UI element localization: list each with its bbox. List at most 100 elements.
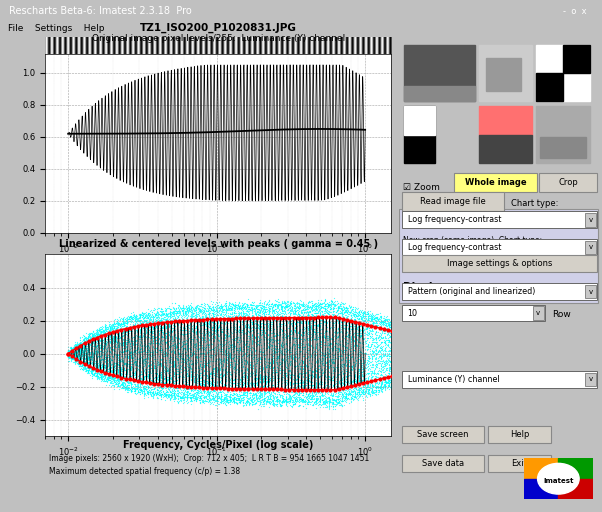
- Point: [384, 376, 394, 384]
- Point: [341, 339, 350, 348]
- Point: [124, 313, 134, 321]
- Point: [369, 314, 379, 323]
- Point: [375, 383, 385, 392]
- Point: [356, 326, 366, 334]
- Point: [98, 330, 107, 338]
- Point: [109, 333, 119, 341]
- Point: [214, 304, 223, 312]
- Point: [364, 344, 374, 352]
- Point: [330, 396, 340, 404]
- Point: [87, 333, 96, 342]
- Point: [70, 359, 79, 367]
- Point: [107, 324, 116, 332]
- Point: [75, 359, 85, 368]
- Point: [178, 370, 187, 378]
- Point: [267, 328, 276, 336]
- Point: [92, 330, 101, 338]
- Point: [336, 346, 346, 354]
- Point: [164, 343, 173, 351]
- Point: [143, 354, 152, 362]
- Point: [120, 328, 130, 336]
- Point: [158, 333, 168, 341]
- Point: [292, 382, 302, 391]
- Point: [308, 378, 317, 387]
- Point: [224, 304, 234, 312]
- Point: [215, 398, 225, 406]
- Point: [309, 394, 319, 402]
- Point: [270, 351, 279, 359]
- Point: [191, 376, 200, 385]
- Point: [235, 392, 245, 400]
- Point: [328, 380, 338, 389]
- Point: [108, 371, 117, 379]
- Point: [259, 369, 268, 377]
- Point: [117, 379, 126, 387]
- Point: [217, 340, 227, 348]
- Point: [378, 368, 388, 376]
- Point: [92, 359, 101, 368]
- Point: [314, 306, 324, 314]
- Point: [361, 392, 371, 400]
- Point: [357, 368, 367, 376]
- Point: [112, 338, 122, 346]
- Point: [132, 346, 142, 354]
- Point: [81, 357, 91, 366]
- Point: [300, 359, 310, 368]
- Point: [186, 312, 196, 320]
- Point: [353, 381, 362, 389]
- Point: [259, 386, 269, 394]
- Point: [227, 360, 237, 369]
- Point: [315, 323, 324, 331]
- Point: [282, 388, 291, 396]
- Point: [89, 355, 99, 364]
- Point: [229, 390, 238, 398]
- Point: [163, 390, 172, 398]
- Point: [175, 345, 185, 353]
- Point: [70, 350, 79, 358]
- Point: [170, 358, 179, 367]
- Point: [380, 351, 389, 359]
- Point: [79, 344, 89, 352]
- Point: [318, 310, 327, 318]
- Point: [387, 376, 397, 385]
- Point: [241, 398, 250, 407]
- Point: [252, 311, 261, 319]
- Point: [179, 331, 189, 339]
- Point: [354, 393, 364, 401]
- Point: [373, 315, 383, 323]
- Point: [98, 339, 107, 347]
- Point: [352, 376, 361, 385]
- Point: [306, 330, 315, 338]
- Point: [116, 367, 126, 375]
- Point: [308, 380, 318, 389]
- Point: [238, 396, 247, 404]
- Point: [312, 396, 322, 404]
- Point: [145, 389, 155, 397]
- Point: [158, 390, 167, 398]
- Point: [92, 357, 101, 365]
- Point: [166, 371, 175, 379]
- Point: [329, 398, 338, 406]
- Point: [147, 318, 157, 327]
- Point: [383, 351, 393, 359]
- Point: [256, 319, 266, 327]
- Point: [207, 323, 217, 331]
- Point: [280, 304, 290, 312]
- Point: [294, 314, 304, 322]
- Point: [380, 336, 390, 345]
- Point: [163, 327, 172, 335]
- Point: [279, 357, 289, 365]
- Point: [226, 348, 236, 356]
- Point: [165, 313, 175, 322]
- Point: [152, 389, 161, 397]
- Point: [350, 312, 360, 321]
- Point: [227, 300, 237, 308]
- Point: [182, 393, 192, 401]
- Point: [371, 370, 381, 378]
- Point: [208, 380, 218, 388]
- Point: [252, 357, 262, 366]
- Point: [385, 318, 395, 326]
- Point: [346, 334, 355, 343]
- Point: [296, 317, 306, 325]
- Point: [377, 338, 387, 346]
